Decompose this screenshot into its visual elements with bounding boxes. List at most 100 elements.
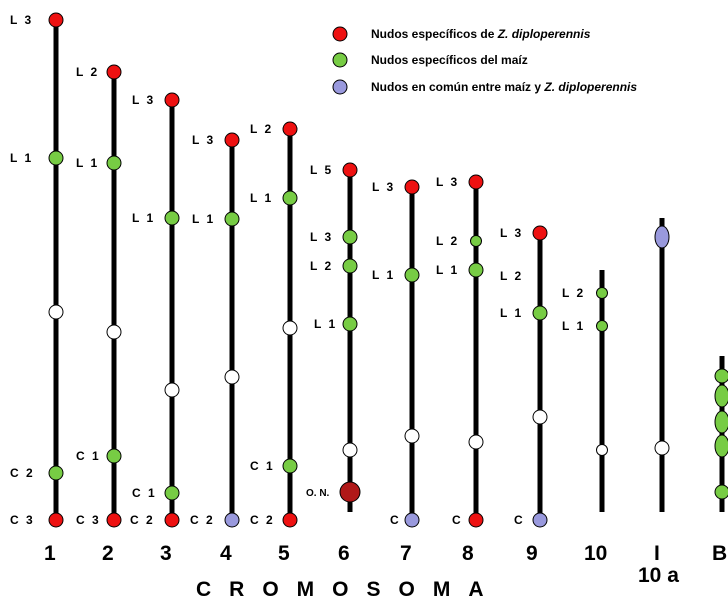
knob-centromere: [282, 320, 298, 336]
chromosome-9: L 3 L 2 L 1 C 9: [500, 225, 548, 565]
chromosomes: L 3L 1C 2C 31L 2L 1C 1C 32L 3L 1C 1C 23L…: [10, 12, 728, 587]
knob-specific-zd: [404, 179, 420, 195]
knob-label: C 3: [76, 513, 101, 527]
knob-specific-maize: [714, 410, 728, 434]
chromosome-2: L 2 L 1 C 1 C 3 2: [76, 64, 122, 565]
knob-label: L 3: [500, 226, 523, 240]
knob-specific-zd: [106, 64, 122, 80]
knob-specific-maize: [714, 484, 728, 500]
knob-centromere: [596, 444, 608, 456]
chromosome-1: L 3 L 1 C 2 C 3 1: [10, 12, 64, 565]
knob-label: L 1: [250, 191, 273, 205]
chromosome-11: I10 a: [638, 218, 679, 587]
knob-label: L 1: [314, 317, 337, 331]
knob-common: [654, 225, 670, 249]
knob-specific-maize: [48, 150, 64, 166]
knob-label: L 1: [500, 306, 523, 320]
knob-label: L 3: [372, 180, 395, 194]
knob-label: L 2: [436, 234, 459, 248]
knob-centromere: [224, 369, 240, 385]
knob-label: L 2: [500, 269, 523, 283]
knob-label: L 5: [310, 163, 333, 177]
knob-specific-zd: [164, 92, 180, 108]
knob-specific-maize: [106, 448, 122, 464]
knob-specific-maize: [224, 211, 240, 227]
knob-organizer: [339, 481, 361, 503]
knob-label: L 1: [436, 263, 459, 277]
knob-centromere: [654, 440, 670, 456]
chromosome-10: L 2 L 1 10: [562, 270, 608, 565]
knob-specific-maize: [342, 316, 358, 332]
knob-label: L 3: [192, 133, 215, 147]
knob-label: L 2: [562, 286, 585, 300]
axis-title: CROMOSOMA: [196, 578, 502, 601]
legend-swatch-specific-zd: [332, 26, 348, 42]
knob-label: C: [390, 513, 401, 527]
knob-specific-maize: [282, 190, 298, 206]
chromosome-number: I: [654, 542, 660, 565]
chromosome-number: 3: [160, 542, 172, 565]
knob-centromere: [48, 304, 64, 320]
knob-specific-maize: [714, 368, 728, 384]
knob-label: L 1: [372, 268, 395, 282]
knob-centromere: [468, 434, 484, 450]
chromosome-number: 4: [220, 542, 232, 565]
knob-specific-zd: [532, 225, 548, 241]
chromosome-number: 6: [338, 542, 350, 565]
knob-specific-maize: [106, 155, 122, 171]
chromosome-number: 7: [400, 542, 412, 565]
chromosome-number: 8: [462, 542, 474, 565]
legend: Nudos específicos de Z. diploperennis Nu…: [332, 26, 637, 95]
knob-label: L 1: [562, 319, 585, 333]
legend-item-maize: Nudos específicos del maíz: [332, 52, 528, 68]
knob-specific-maize: [342, 229, 358, 245]
knob-specific-zd: [468, 512, 484, 528]
knob-specific-maize: [470, 235, 482, 247]
knob-specific-maize: [532, 305, 548, 321]
knob-specific-zd: [282, 512, 298, 528]
legend-swatch-specific-maize: [332, 52, 348, 68]
knob-centromere: [404, 428, 420, 444]
knob-common: [404, 512, 420, 528]
chromosome-12: B: [712, 356, 728, 565]
knob-specific-maize: [596, 287, 608, 299]
knob-specific-zd: [468, 174, 484, 190]
knob-specific-maize: [282, 458, 298, 474]
knob-specific-zd: [48, 12, 64, 28]
knob-common: [224, 512, 240, 528]
knob-specific-maize: [342, 258, 358, 274]
chromosome-8: L 3 L 2 L 1 C 8: [436, 174, 484, 565]
knob-label: L 1: [10, 151, 33, 165]
legend-label-common: Nudos en común entre maíz y Z. diplopere…: [371, 80, 637, 94]
knob-label: L 2: [250, 122, 273, 136]
knob-specific-maize: [48, 465, 64, 481]
knob-specific-zd: [106, 512, 122, 528]
knob-common: [532, 512, 548, 528]
knob-specific-maize: [164, 210, 180, 226]
knob-label: C 2: [10, 466, 35, 480]
knob-label: C 2: [250, 513, 275, 527]
chromosome-number: 2: [102, 542, 114, 565]
chromosome-3: L 3 L 1 C 1 C 2 3: [130, 92, 180, 565]
legend-swatch-common: [332, 79, 348, 95]
knob-centromere: [164, 382, 180, 398]
knob-specific-zd: [224, 132, 240, 148]
knob-label: C: [452, 513, 463, 527]
chromosome-number: 10: [584, 542, 607, 565]
knob-specific-zd: [342, 162, 358, 178]
knob-centromere: [532, 409, 548, 425]
knob-label: L 1: [192, 212, 215, 226]
knob-label: L 3: [132, 93, 155, 107]
legend-label-zd: Nudos específicos de Z. diploperennis: [371, 27, 591, 41]
chromosome-number: B: [712, 542, 727, 565]
knob-label: L 1: [132, 211, 155, 225]
chromosome-number: 5: [278, 542, 290, 565]
chromosome-number: 1: [44, 542, 56, 565]
knob-specific-maize: [596, 320, 608, 332]
knob-centromere: [342, 442, 358, 458]
knob-label: C 1: [76, 449, 101, 463]
knob-specific-maize: [164, 485, 180, 501]
knob-specific-zd: [282, 121, 298, 137]
knob-label: L 1: [76, 156, 99, 170]
